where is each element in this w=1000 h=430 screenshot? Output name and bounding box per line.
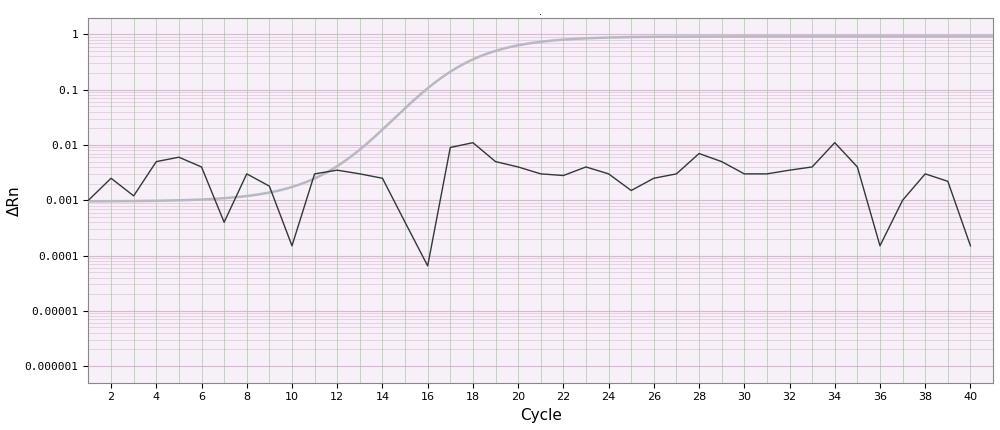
Title: .: . (539, 7, 542, 17)
Y-axis label: ΔRn: ΔRn (7, 185, 22, 215)
X-axis label: Cycle: Cycle (520, 408, 562, 423)
